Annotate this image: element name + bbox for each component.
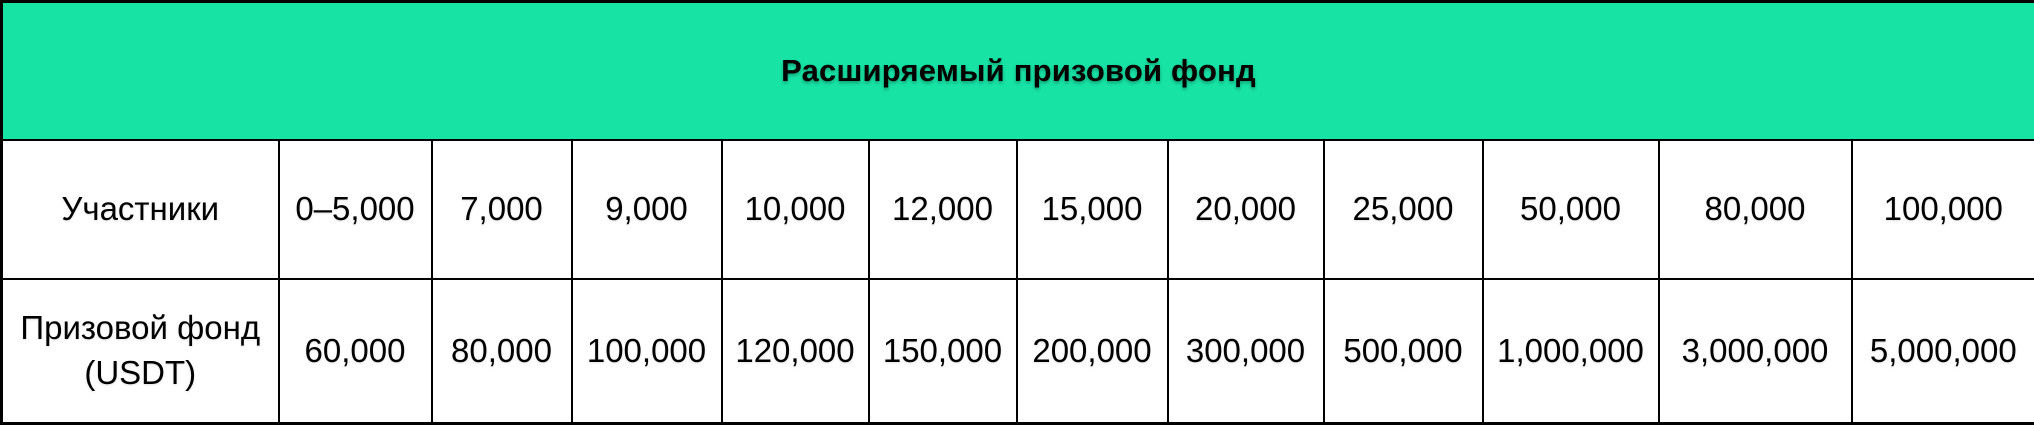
table-title: Расширяемый призовой фонд [2, 2, 2034, 140]
prize-pool-value: 100,000 [572, 279, 722, 424]
prize-pool-value: 80,000 [432, 279, 572, 424]
participants-value: 25,000 [1324, 140, 1483, 279]
prize-pool-value: 500,000 [1324, 279, 1483, 424]
prize-pool-value: 150,000 [869, 279, 1017, 424]
prize-pool-value: 1,000,000 [1483, 279, 1659, 424]
prize-pool-value: 200,000 [1017, 279, 1168, 424]
participants-value: 50,000 [1483, 140, 1659, 279]
row-label-line: (USDT) [3, 351, 278, 396]
participants-value: 20,000 [1168, 140, 1324, 279]
participants-value: 7,000 [432, 140, 572, 279]
participants-value: 0–5,000 [279, 140, 432, 279]
row-label-participants: Участники [2, 140, 279, 279]
participants-value: 10,000 [722, 140, 869, 279]
prize-pool-value: 60,000 [279, 279, 432, 424]
participants-value: 9,000 [572, 140, 722, 279]
prize-pool-row: Призовой фонд (USDT) 60,000 80,000 100,0… [2, 279, 2034, 424]
participants-row: Участники 0–5,000 7,000 9,000 10,000 12,… [2, 140, 2034, 279]
row-label-line: Призовой фонд [3, 306, 278, 351]
prize-pool-value: 120,000 [722, 279, 869, 424]
row-label-prize-pool: Призовой фонд (USDT) [2, 279, 279, 424]
participants-value: 12,000 [869, 140, 1017, 279]
participants-value: 100,000 [1852, 140, 2034, 279]
prize-pool-value: 5,000,000 [1852, 279, 2034, 424]
table-title-row: Расширяемый призовой фонд [2, 2, 2034, 140]
prize-pool-value: 3,000,000 [1659, 279, 1852, 424]
prize-pool-value: 300,000 [1168, 279, 1324, 424]
participants-value: 80,000 [1659, 140, 1852, 279]
participants-value: 15,000 [1017, 140, 1168, 279]
